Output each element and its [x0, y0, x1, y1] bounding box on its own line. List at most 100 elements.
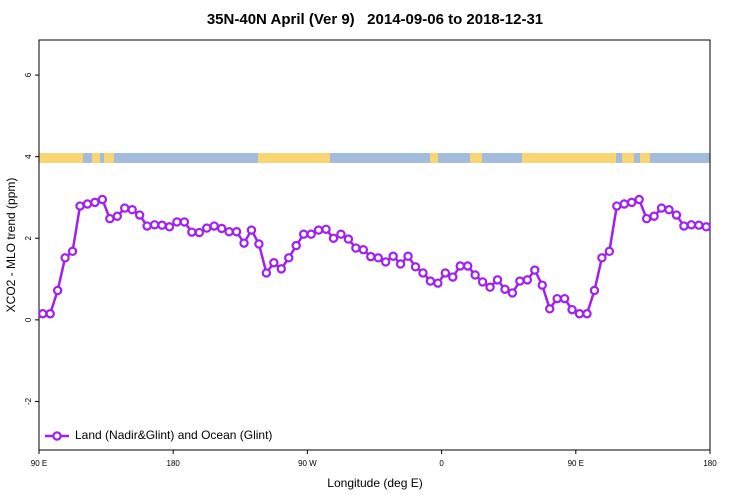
data-point: [403, 251, 413, 261]
land-band: [470, 153, 482, 163]
data-point: [395, 259, 406, 269]
data-point: [239, 238, 249, 248]
data-point: [582, 309, 592, 319]
x-tick-label: 90 W: [298, 459, 317, 468]
data-point: [254, 239, 264, 249]
data-point: [552, 293, 562, 304]
data-point: [686, 220, 697, 230]
data-point: [336, 229, 346, 239]
data-point: [52, 285, 63, 296]
data-point: [38, 309, 48, 319]
y-tick-label: 0: [24, 317, 33, 322]
land-band: [430, 153, 438, 163]
data-point: [246, 225, 257, 235]
data-point: [671, 210, 682, 220]
land-band: [39, 153, 83, 163]
data-point: [448, 272, 458, 282]
data-point: [664, 205, 674, 215]
data-point: [82, 199, 93, 209]
data-point: [67, 246, 78, 257]
data-point: [619, 199, 629, 209]
data-point: [351, 243, 361, 253]
data-point: [284, 253, 294, 263]
data-point: [500, 284, 510, 294]
x-tick-label: 90 E: [31, 459, 47, 468]
data-point: [612, 201, 622, 211]
data-point: [216, 223, 227, 234]
data-point: [313, 225, 324, 235]
y-tick-label: 2: [24, 235, 33, 240]
data-point: [149, 220, 160, 230]
data-point: [679, 221, 689, 231]
data-point: [291, 240, 301, 251]
data-point: [127, 205, 137, 215]
data-point: [90, 197, 100, 208]
data-point: [574, 309, 585, 319]
data-point: [179, 217, 190, 227]
y-tick-label: 6: [24, 72, 33, 77]
data-point: [187, 227, 197, 237]
land-ocean-strip: [39, 153, 710, 163]
data-point: [209, 221, 219, 231]
data-point: [627, 197, 637, 208]
data-point: [507, 288, 518, 298]
data-point: [343, 234, 354, 244]
data-point: [328, 233, 339, 243]
data-point: [545, 304, 555, 314]
y-axis-label: XCO2 - MLO trend (ppm): [4, 178, 18, 313]
legend-label: Land (Nadir&Glint) and Ocean (Glint): [75, 428, 272, 442]
data-point: [97, 194, 108, 205]
data-point: [142, 221, 152, 231]
data-point: [522, 275, 533, 285]
data-point: [157, 220, 167, 230]
y-tick-label: -2: [24, 397, 33, 405]
chart-title: 35N-40N April (Ver 9) 2014-09-06 to 2018…: [207, 11, 543, 28]
data-point: [701, 222, 711, 232]
data-point: [75, 201, 85, 211]
data-point: [455, 261, 465, 271]
data-point: [649, 211, 659, 221]
data-point: [164, 222, 175, 232]
data-point: [276, 264, 287, 274]
data-point: [202, 223, 212, 233]
data-point: [418, 268, 428, 278]
data-point: [440, 268, 451, 278]
data-point: [224, 227, 234, 237]
land-band: [92, 153, 100, 163]
data-point: [366, 251, 376, 262]
data-point: [120, 203, 130, 213]
data-point: [358, 244, 369, 255]
data-point: [269, 258, 279, 268]
x-tick-label: 90 E: [568, 459, 584, 468]
data-point: [388, 251, 398, 261]
data-point: [172, 217, 182, 227]
land-band: [522, 153, 616, 163]
land-band: [640, 153, 650, 163]
data-point: [656, 203, 667, 213]
x-tick-label: 0: [439, 459, 444, 468]
data-point: [604, 246, 615, 257]
data-point: [477, 277, 488, 287]
data-point: [231, 227, 242, 237]
data-point: [634, 194, 644, 205]
data-point: [105, 213, 115, 224]
data-point: [194, 227, 204, 238]
data-point: [567, 304, 577, 315]
data-point: [380, 257, 391, 267]
data-point: [45, 309, 55, 319]
ocean-band: [39, 153, 710, 163]
data-point: [321, 224, 331, 234]
data-point: [485, 282, 495, 292]
data-point: [597, 253, 607, 263]
data-point: [112, 211, 122, 221]
data-point: [470, 270, 480, 280]
data-point: [373, 253, 383, 263]
data-point: [433, 278, 443, 288]
data-point: [425, 276, 436, 286]
plot-frame: [38, 39, 711, 451]
land-band: [104, 153, 114, 163]
data-point: [589, 285, 600, 296]
data-point: [306, 229, 316, 239]
land-band: [622, 153, 634, 163]
